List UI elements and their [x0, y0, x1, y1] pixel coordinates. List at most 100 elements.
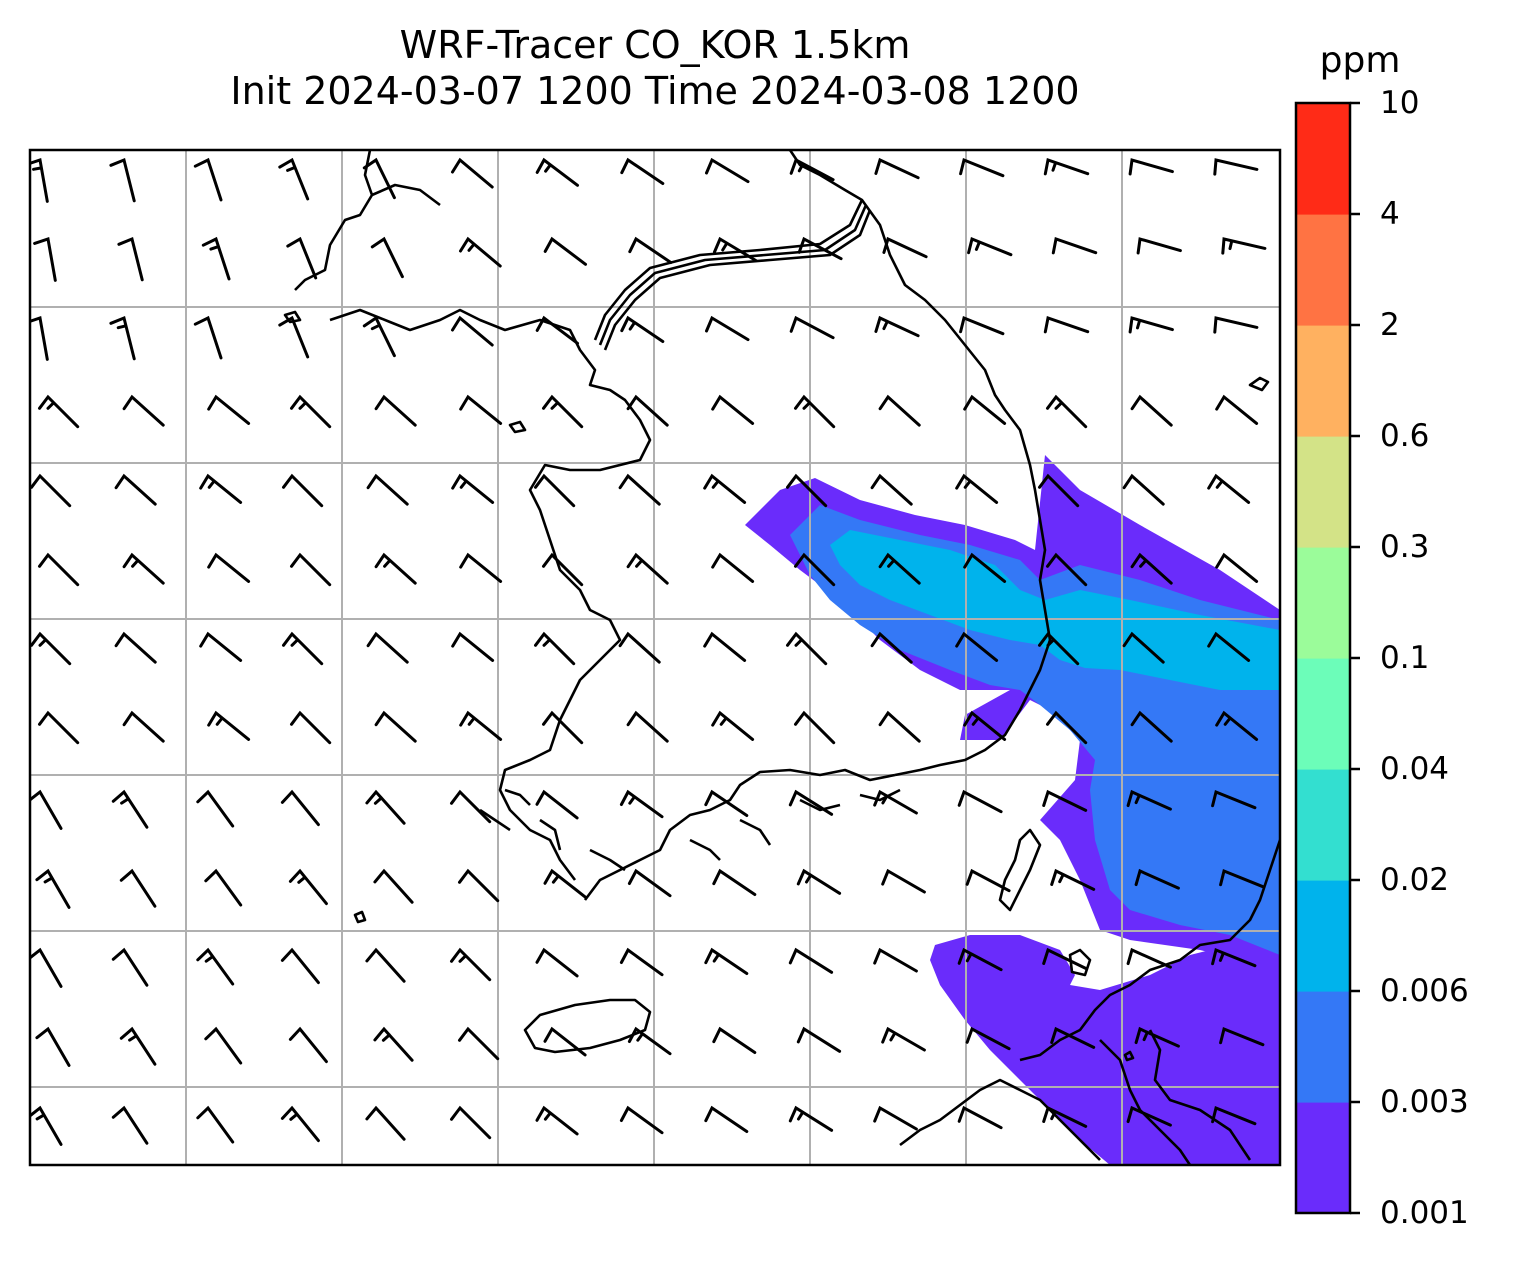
wind-barb	[1042, 1105, 1088, 1128]
wind-barb	[278, 315, 310, 359]
wind-barb	[193, 157, 223, 202]
wind-barb	[711, 552, 755, 583]
wind-barb	[627, 1026, 672, 1056]
wind-barb	[620, 315, 665, 343]
wind-barb	[1126, 1105, 1172, 1127]
wind-barb	[365, 1105, 406, 1141]
wind-barb	[711, 710, 755, 741]
wind-barb	[365, 947, 406, 983]
colorbar-segment	[1296, 991, 1350, 1103]
wind-barb	[362, 315, 396, 358]
wind-barb	[704, 1105, 749, 1133]
wind-barb	[1134, 868, 1180, 890]
wind-barb	[1211, 789, 1257, 810]
tracer-level-2	[830, 530, 1280, 690]
wind-barb	[109, 157, 136, 203]
wind-barb	[870, 631, 913, 664]
wind-barb	[450, 1105, 492, 1140]
colorbar-segment	[1296, 103, 1350, 215]
wind-barb	[374, 394, 417, 427]
wind-barb	[705, 315, 750, 342]
wind-barb	[967, 236, 1013, 257]
wind-barb	[542, 710, 584, 745]
wind-barb	[1219, 868, 1265, 889]
wind-barb	[459, 394, 503, 425]
wind-barb	[955, 473, 999, 504]
map-title: WRF-Tracer CO_KOR 1.5km Init 2024-03-07 …	[0, 22, 1310, 114]
wind-barb	[619, 947, 664, 977]
tracer-level-0-south	[930, 935, 1280, 1165]
wind-barb	[30, 947, 63, 988]
korea-east-coast	[788, 150, 1052, 777]
china-coast-north	[294, 150, 441, 291]
colorbar-tick-label: 0.001	[1380, 1195, 1469, 1231]
wind-barb	[535, 1105, 579, 1136]
wind-barbs	[30, 157, 1267, 1146]
wind-barb	[362, 157, 396, 200]
wind-barb	[626, 394, 669, 427]
wind-barb	[450, 947, 492, 982]
colorbar-tick-label: 0.3	[1380, 529, 1430, 565]
wind-barb	[111, 789, 149, 829]
wind-barb	[704, 947, 749, 975]
wind-barb	[199, 473, 243, 504]
wind-barb	[459, 236, 502, 268]
wind-barb	[878, 394, 921, 427]
wind-barb	[122, 552, 165, 585]
colorbar-segment	[1296, 325, 1350, 437]
wind-barb	[543, 1026, 587, 1057]
wind-barb	[1130, 552, 1173, 585]
small-islands-2	[1068, 948, 1135, 1062]
wind-barb	[1038, 631, 1080, 666]
wind-barb	[30, 789, 63, 830]
wind-barb	[712, 1026, 757, 1054]
wind-barb	[712, 868, 757, 896]
wind-barb	[796, 1026, 842, 1053]
wind-barb	[1128, 158, 1174, 176]
colorbar-segment	[1296, 547, 1350, 659]
wind-barb	[30, 473, 72, 508]
wind-barb	[122, 394, 165, 427]
colorbar-segment	[1296, 214, 1350, 326]
wind-barb	[1134, 1026, 1180, 1048]
wind-barb	[957, 789, 1003, 814]
wind-barb	[1136, 237, 1182, 255]
wind-barb	[1211, 947, 1257, 968]
wind-barb	[542, 394, 584, 429]
wind-barb	[1042, 947, 1088, 970]
wind-barb	[1042, 789, 1088, 812]
wind-barb	[788, 1105, 834, 1132]
title-line-1: WRF-Tracer CO_KOR 1.5km	[399, 23, 911, 67]
wind-barb	[788, 789, 834, 816]
japan-east-islet	[1248, 376, 1270, 392]
wind-barb	[1128, 316, 1174, 334]
wind-barb	[370, 236, 404, 279]
wind-barb	[620, 157, 665, 185]
wind-barb	[881, 1026, 926, 1052]
wind-barb	[873, 789, 918, 815]
wind-barb	[111, 1105, 149, 1145]
colorbar-tick-label: 4	[1380, 196, 1400, 232]
kyushu-coast	[899, 1078, 1101, 1161]
wind-barb	[1043, 158, 1090, 176]
wind-barb	[1213, 316, 1259, 334]
wind-barb	[38, 710, 80, 745]
wind-barb	[459, 552, 503, 583]
wind-barb	[881, 868, 926, 894]
colorbar-unit: ppm	[1319, 40, 1401, 81]
korea-west-islands	[479, 788, 901, 872]
wind-barb	[282, 473, 324, 508]
wind-barb	[955, 631, 999, 662]
wind-barb	[109, 315, 136, 361]
colorbar	[1294, 101, 1360, 1215]
colorbar-tick-label: 0.6	[1380, 418, 1430, 454]
china-peninsula	[329, 308, 652, 881]
wind-barb	[963, 394, 1007, 425]
wind-barb	[711, 394, 755, 425]
wind-barb	[30, 1105, 63, 1146]
wind-barb	[789, 315, 835, 340]
wind-barb	[1213, 158, 1259, 176]
wind-barb	[535, 789, 579, 820]
wind-barb	[114, 473, 157, 506]
